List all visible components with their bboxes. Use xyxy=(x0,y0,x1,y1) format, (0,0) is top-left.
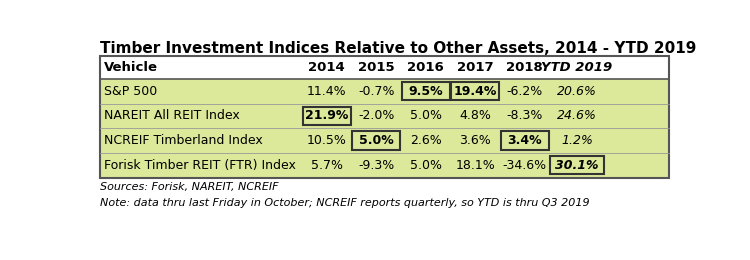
Text: 10.5%: 10.5% xyxy=(307,134,347,147)
Text: 18.1%: 18.1% xyxy=(455,159,495,172)
Text: Vehicle: Vehicle xyxy=(104,61,158,74)
Bar xyxy=(550,156,604,174)
Bar xyxy=(402,82,449,101)
Text: 5.7%: 5.7% xyxy=(310,159,343,172)
Text: Note: data thru last Friday in October; NCREIF reports quarterly, so YTD is thru: Note: data thru last Friday in October; … xyxy=(100,198,590,207)
Text: -0.7%: -0.7% xyxy=(358,85,395,98)
Text: 3.4%: 3.4% xyxy=(507,134,542,147)
Bar xyxy=(100,56,669,178)
Text: Forisk Timber REIT (FTR) Index: Forisk Timber REIT (FTR) Index xyxy=(104,159,296,172)
Bar xyxy=(100,56,669,79)
Text: 20.6%: 20.6% xyxy=(557,85,597,98)
Bar xyxy=(352,131,400,150)
Text: 2018: 2018 xyxy=(506,61,543,74)
Text: 2016: 2016 xyxy=(407,61,444,74)
Text: -6.2%: -6.2% xyxy=(506,85,543,98)
Text: 2.6%: 2.6% xyxy=(410,134,442,147)
Text: 2017: 2017 xyxy=(457,61,494,74)
Text: 5.0%: 5.0% xyxy=(410,109,442,122)
Text: -9.3%: -9.3% xyxy=(358,159,395,172)
Text: 3.6%: 3.6% xyxy=(459,134,491,147)
Text: 5.0%: 5.0% xyxy=(410,159,442,172)
Text: -34.6%: -34.6% xyxy=(503,159,547,172)
Text: -8.3%: -8.3% xyxy=(506,109,543,122)
Text: 2014: 2014 xyxy=(308,61,345,74)
Text: Timber Investment Indices Relative to Other Assets, 2014 - YTD 2019: Timber Investment Indices Relative to Ot… xyxy=(100,41,696,56)
Bar xyxy=(452,82,499,101)
Text: 21.9%: 21.9% xyxy=(305,109,348,122)
Text: YTD 2019: YTD 2019 xyxy=(542,61,613,74)
Bar xyxy=(100,153,669,178)
Bar xyxy=(100,128,669,153)
Text: 30.1%: 30.1% xyxy=(555,159,598,172)
Text: 19.4%: 19.4% xyxy=(454,85,497,98)
Text: NCREIF Timberland Index: NCREIF Timberland Index xyxy=(104,134,262,147)
Bar xyxy=(501,131,548,150)
Text: 24.6%: 24.6% xyxy=(557,109,597,122)
Text: 9.5%: 9.5% xyxy=(408,85,443,98)
Text: NAREIT All REIT Index: NAREIT All REIT Index xyxy=(104,109,239,122)
Bar xyxy=(100,103,669,128)
Text: 2015: 2015 xyxy=(358,61,395,74)
Text: 1.2%: 1.2% xyxy=(561,134,592,147)
Text: S&P 500: S&P 500 xyxy=(104,85,157,98)
Text: 4.8%: 4.8% xyxy=(459,109,491,122)
Text: 5.0%: 5.0% xyxy=(358,134,394,147)
Bar xyxy=(303,107,350,125)
Bar xyxy=(100,79,669,103)
Text: -2.0%: -2.0% xyxy=(358,109,395,122)
Text: 11.4%: 11.4% xyxy=(307,85,347,98)
Text: Sources: Forisk, NAREIT, NCREIF: Sources: Forisk, NAREIT, NCREIF xyxy=(100,182,278,192)
